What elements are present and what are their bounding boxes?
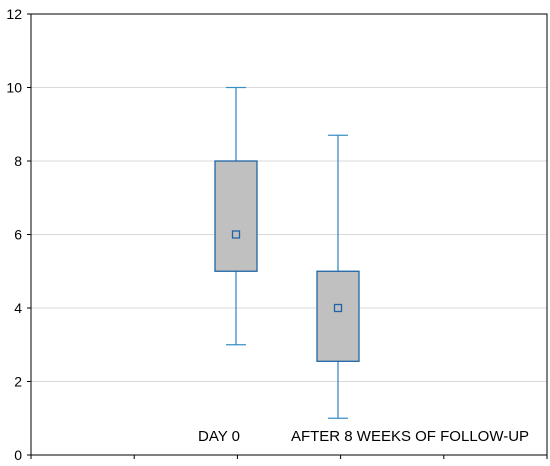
median-marker [333, 303, 343, 313]
axes: 0 2 4 6 8 10 12 [6, 6, 548, 463]
y-tick-label: 6 [14, 227, 22, 243]
boxes [214, 86, 360, 419]
y-tick-label: 4 [14, 300, 22, 316]
category-label: DAY 0 [198, 428, 240, 445]
box-group [214, 86, 258, 346]
box-group [316, 134, 360, 419]
category-label: AFTER 8 WEEKS OF FOLLOW-UP [291, 428, 529, 445]
grid-lines [31, 87, 547, 382]
plot-frame [30, 13, 548, 456]
y-tick-label: 0 [14, 447, 22, 463]
iqr-box [214, 160, 258, 272]
y-tick-label: 12 [6, 6, 22, 22]
median-marker [231, 230, 241, 239]
y-tick-label: 8 [14, 153, 22, 169]
iqr-box [316, 270, 360, 362]
category-labels: DAY 0 AFTER 8 WEEKS OF FOLLOW-UP [198, 428, 529, 445]
y-tick-label: 10 [6, 80, 22, 96]
y-tick-label: 2 [14, 374, 22, 390]
